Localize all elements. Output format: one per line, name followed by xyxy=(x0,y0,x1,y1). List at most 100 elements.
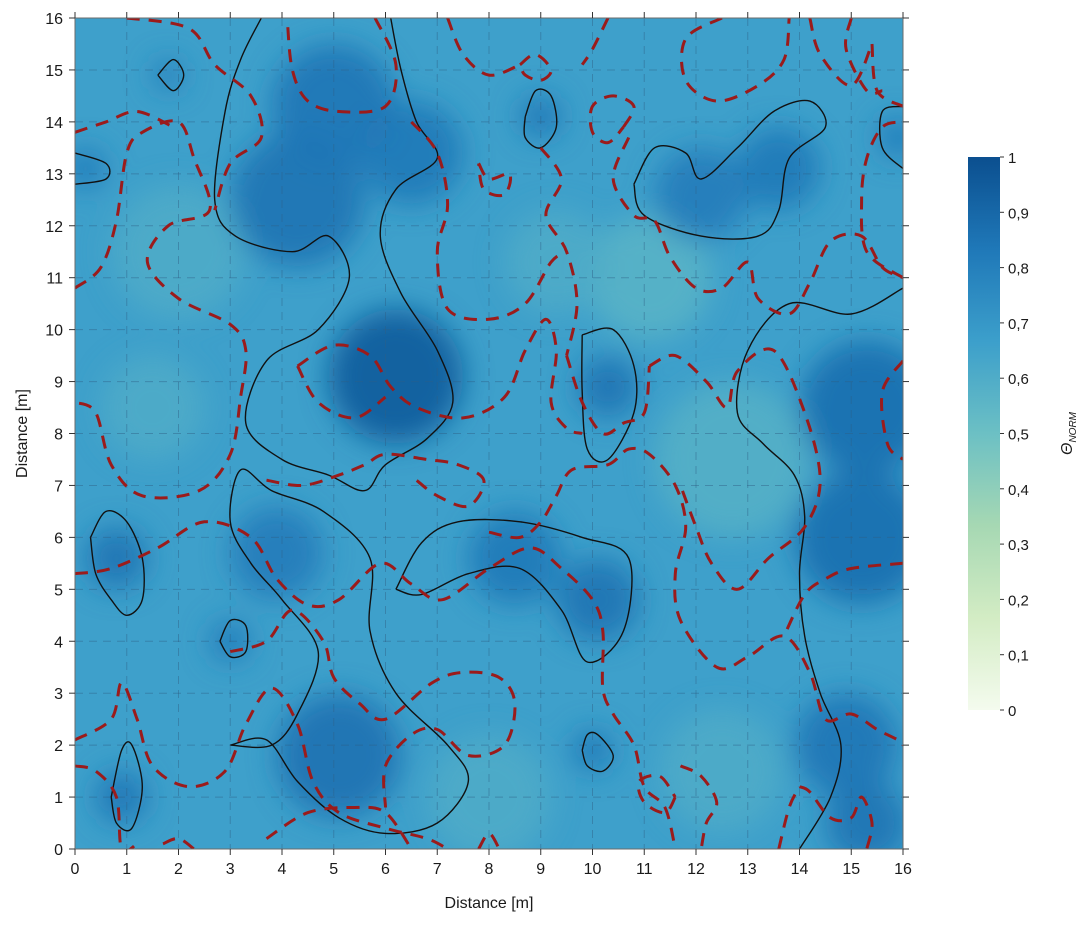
y-tick-label: 11 xyxy=(46,271,63,288)
contour-solid xyxy=(219,618,249,659)
y-tick-label: 2 xyxy=(54,738,63,755)
contour-dashed xyxy=(75,764,138,849)
contour-dashed xyxy=(446,18,521,77)
field-peak xyxy=(556,558,640,642)
contour-dashed xyxy=(588,94,636,145)
x-tick-label: 16 xyxy=(894,861,912,878)
contour-dashed xyxy=(488,446,903,747)
colorbar: 0 0,1 0,2 0,3 0,4 0,5 0,6 0,7 0,8 0,9 1 xyxy=(968,150,1029,720)
axes: 0 1 2 3 4 5 6 7 8 9 10 11 12 13 14 15 160123456789101112… xyxy=(45,11,912,878)
contour-solid xyxy=(110,741,144,832)
contour-solid xyxy=(523,88,558,149)
x-tick-label: 8 xyxy=(485,861,494,878)
y-tick-label: 4 xyxy=(54,634,63,651)
contour-solid xyxy=(213,18,454,492)
field-peak xyxy=(276,693,402,818)
contour-dashed xyxy=(782,561,903,637)
contour-dashed xyxy=(565,355,651,436)
x-tick-label: 6 xyxy=(381,861,390,878)
contour-solid xyxy=(581,731,614,773)
field-peak xyxy=(520,95,562,138)
contour-solid xyxy=(581,327,638,463)
x-tick-label: 2 xyxy=(174,861,183,878)
field-trough xyxy=(111,184,246,319)
contour-dashed xyxy=(870,43,903,108)
colorbar-tick-label: 1 xyxy=(1008,150,1016,167)
x-tick-label: 1 xyxy=(122,861,131,878)
contour-dashed xyxy=(75,109,174,134)
y-tick-label: 12 xyxy=(45,219,63,236)
y-tick-label: 5 xyxy=(54,582,63,599)
contour-dashed xyxy=(539,146,579,356)
field-trough xyxy=(426,734,552,849)
plot-area xyxy=(75,18,903,849)
field-peak xyxy=(737,127,821,211)
y-tick-label: 1 xyxy=(54,790,63,807)
field-peak xyxy=(877,116,903,159)
field-peak xyxy=(152,59,184,91)
field-blobs xyxy=(75,44,903,849)
colorbar-tick-label: 0 xyxy=(1008,703,1016,720)
contour-dashed xyxy=(229,608,517,808)
colorbar-tick-label: 0,8 xyxy=(1008,261,1029,278)
y-tick-label: 9 xyxy=(54,375,63,392)
contour-dashed xyxy=(75,119,248,500)
y-tick-label: 7 xyxy=(54,478,63,495)
field-peak xyxy=(230,506,324,600)
contour-dashed xyxy=(611,136,903,316)
contour-solid xyxy=(157,58,185,92)
x-tick-label: 4 xyxy=(278,861,287,878)
field-peak xyxy=(654,148,748,242)
x-tick-label: 5 xyxy=(329,861,338,878)
contour-solid xyxy=(395,518,633,664)
contour-dashed xyxy=(75,681,449,849)
y-tick-label: 14 xyxy=(45,115,63,132)
y-tick-label: 3 xyxy=(54,686,63,703)
contour-dashed xyxy=(798,785,874,849)
contour-dashed xyxy=(777,785,801,849)
field-peak xyxy=(95,771,148,823)
contour-dashed xyxy=(477,831,501,849)
y-axis-label: Distance [m] xyxy=(14,389,31,478)
colorbar-tick-label: 0,4 xyxy=(1008,482,1029,499)
contour-dashed xyxy=(679,18,791,103)
field-peak xyxy=(328,309,464,444)
contour-dashed xyxy=(410,120,568,322)
contour-dashed xyxy=(636,773,677,815)
y-tick-label: 0 xyxy=(54,842,63,859)
y-tick-label: 6 xyxy=(54,530,63,547)
field-peak xyxy=(794,693,898,797)
contour-dashed xyxy=(75,520,677,849)
contour-lines xyxy=(75,18,903,849)
contour-dashed xyxy=(518,52,553,82)
colorbar-tick-label: 0,9 xyxy=(1008,205,1029,222)
colorbar-tick-label: 0,5 xyxy=(1008,427,1029,444)
y-tick-label: 15 xyxy=(45,63,63,80)
field-peak xyxy=(799,340,903,475)
contour-solid xyxy=(735,287,903,849)
field-trough xyxy=(587,215,712,340)
contour-dashed xyxy=(844,18,883,96)
field-peak xyxy=(825,781,903,849)
field-peak xyxy=(85,527,148,590)
field-trough xyxy=(100,355,205,460)
field-trough xyxy=(654,381,810,538)
contour-dashed xyxy=(265,805,413,849)
contour-dashed xyxy=(679,764,719,849)
colorbar-gradient xyxy=(968,157,1000,710)
contour-dashed xyxy=(648,347,822,591)
colorbar-tick-label: 0,7 xyxy=(1008,316,1029,333)
field-peak xyxy=(576,355,640,418)
x-axis-label: Distance [m] xyxy=(445,895,534,912)
contour-dashed xyxy=(266,452,486,509)
y-tick-label: 13 xyxy=(45,167,63,184)
colorbar-tick-label: 0,2 xyxy=(1008,592,1029,609)
field-peak xyxy=(75,147,107,190)
x-tick-label: 13 xyxy=(739,861,757,878)
x-tick-label: 15 xyxy=(842,861,860,878)
colorbar-tick-label: 0,3 xyxy=(1008,537,1029,554)
x-tick-label: 14 xyxy=(791,861,809,878)
field-peak xyxy=(794,470,903,605)
